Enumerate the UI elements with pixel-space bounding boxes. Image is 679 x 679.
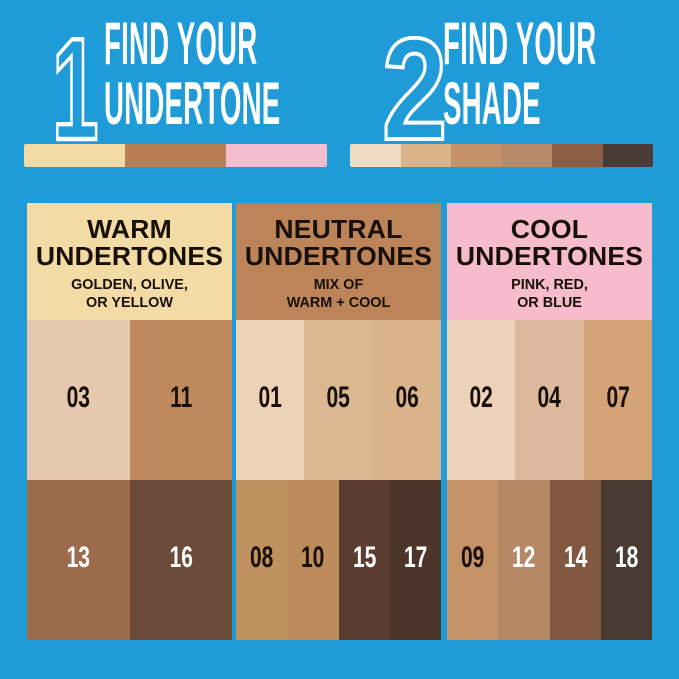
svg-text:2: 2 — [382, 36, 447, 161]
svg-text:1: 1 — [52, 36, 98, 161]
